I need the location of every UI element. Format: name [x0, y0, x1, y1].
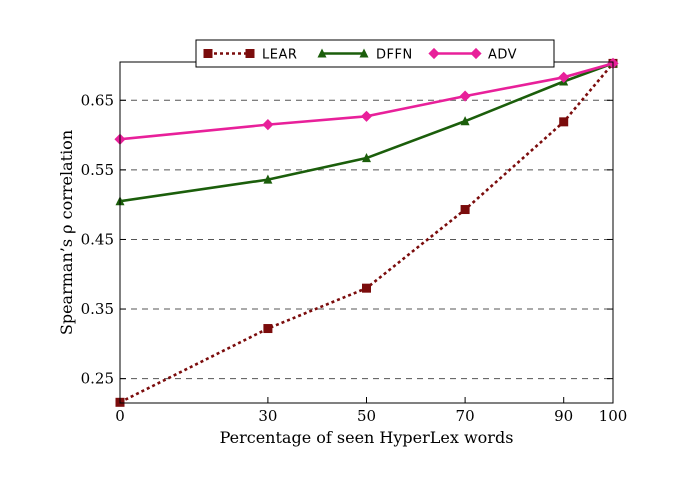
data-point-dffn-2	[362, 152, 371, 163]
data-point-dffn-1	[263, 174, 273, 184]
legend-label-adv: ADV	[488, 48, 517, 63]
x-tick-label-2: 50	[357, 407, 376, 425]
y-tick-label-4: 0.65	[81, 91, 114, 109]
legend-marker-lear-start	[203, 49, 213, 58]
axes: 0.25 0.35 0.45 0.55 0.65 0 30 50 70 90 100	[81, 91, 628, 425]
data-point-lear-2	[362, 283, 371, 293]
x-tick-label-4: 90	[554, 407, 573, 425]
data-point-adv-1	[262, 119, 274, 131]
legend-marker-adv-end	[470, 47, 482, 60]
legend-label-lear: LEAR	[262, 48, 297, 63]
data-point-adv-2	[360, 110, 373, 122]
data-point-adv-3	[459, 90, 471, 102]
x-tick-label-0: 0	[115, 407, 125, 425]
legend-marker-lear-end	[245, 49, 255, 58]
series-line-dffn	[119, 62, 614, 203]
data-point-lear-4	[559, 117, 569, 127]
x-tick-label-5: 100	[599, 407, 628, 425]
data-point-adv-4	[558, 71, 570, 83]
legend-marker-dffn-end	[359, 48, 369, 58]
legend-label-dffn: DFFN	[376, 48, 413, 63]
data-point-lear-1	[263, 324, 273, 334]
y-tick-label-2: 0.45	[81, 230, 114, 248]
data-point-dffn-3	[460, 116, 470, 126]
legend-marker-adv-start	[428, 47, 440, 60]
legend-marker-dffn-start	[317, 48, 327, 58]
grid-lines	[120, 99, 613, 380]
y-tick-label-1: 0.35	[81, 300, 114, 318]
series-line-lear	[119, 62, 614, 404]
x-tick-label-1: 30	[258, 407, 277, 425]
legend-box	[195, 39, 555, 68]
series-group	[114, 57, 619, 407]
x-tick-label-3: 70	[456, 407, 475, 425]
y-tick-label-3: 0.55	[81, 161, 114, 179]
legend: LEAR DFFN ADV	[195, 39, 555, 68]
x-axis-label: Percentage of seen HyperLex words	[220, 428, 514, 447]
y-axis-label: Spearman’s ρ correlation	[57, 130, 76, 335]
series-line-adv	[119, 62, 614, 141]
y-tick-label-0: 0.25	[81, 370, 114, 388]
data-point-lear-3	[460, 205, 470, 215]
